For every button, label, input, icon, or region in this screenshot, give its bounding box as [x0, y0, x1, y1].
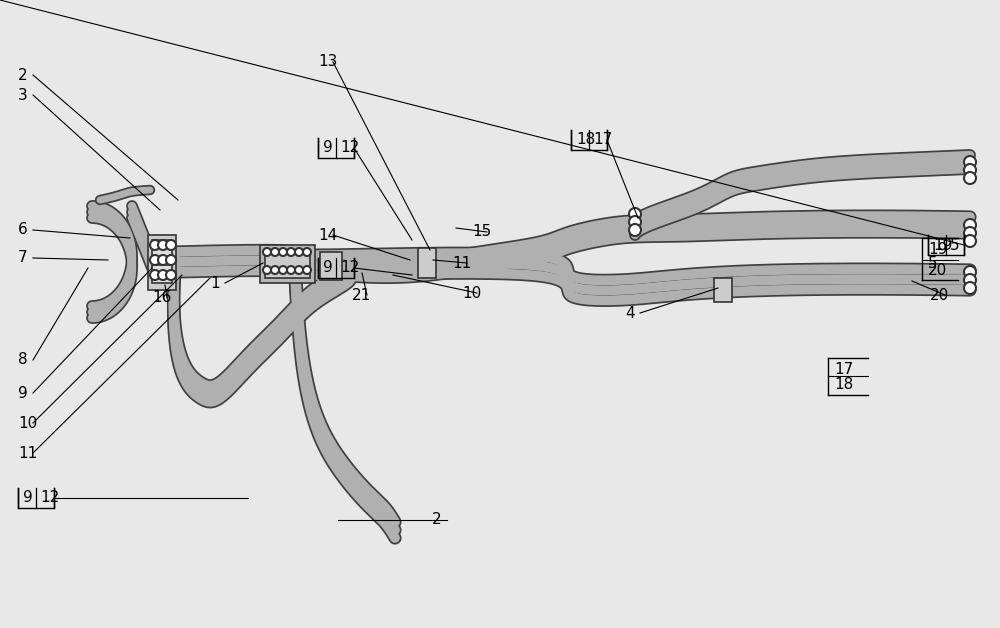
Circle shape: [964, 164, 976, 176]
Text: 7: 7: [18, 251, 28, 266]
Circle shape: [158, 240, 168, 250]
Text: 9: 9: [23, 490, 33, 506]
Circle shape: [964, 227, 976, 239]
Text: 10: 10: [462, 286, 481, 301]
Text: 16: 16: [152, 291, 171, 305]
Circle shape: [150, 240, 160, 250]
Circle shape: [295, 266, 303, 274]
Circle shape: [166, 270, 176, 280]
Text: 11: 11: [18, 445, 37, 460]
Bar: [265, 250, 310, 278]
Text: 12: 12: [340, 141, 359, 156]
Text: 2: 2: [18, 67, 28, 82]
Text: 10: 10: [18, 416, 37, 431]
Text: 13: 13: [318, 55, 337, 70]
Text: 9: 9: [323, 141, 333, 156]
Circle shape: [964, 266, 976, 278]
Circle shape: [964, 274, 976, 286]
Text: 6: 6: [18, 222, 28, 237]
Circle shape: [964, 235, 976, 247]
Bar: [152, 265, 172, 283]
Circle shape: [964, 282, 976, 294]
Text: 9: 9: [18, 386, 28, 401]
Text: 18: 18: [834, 377, 853, 392]
Circle shape: [629, 216, 641, 228]
Circle shape: [629, 224, 641, 236]
Circle shape: [263, 266, 271, 274]
Bar: [714, 278, 732, 302]
Text: 14: 14: [318, 227, 337, 242]
Circle shape: [303, 248, 311, 256]
Circle shape: [271, 248, 279, 256]
Circle shape: [964, 172, 976, 184]
Text: 17: 17: [834, 362, 853, 377]
Text: 17: 17: [593, 133, 612, 148]
Circle shape: [629, 208, 641, 220]
Circle shape: [166, 240, 176, 250]
Text: 3: 3: [18, 87, 28, 102]
Circle shape: [964, 156, 976, 168]
Bar: [148, 235, 176, 290]
Text: 12: 12: [340, 261, 359, 276]
Bar: [152, 240, 172, 258]
Circle shape: [295, 248, 303, 256]
Bar: [260, 245, 315, 283]
Text: 19: 19: [928, 242, 947, 257]
Circle shape: [271, 266, 279, 274]
Text: 5: 5: [928, 256, 938, 271]
Text: 5: 5: [950, 237, 960, 252]
Circle shape: [287, 266, 295, 274]
Text: 1: 1: [210, 276, 220, 291]
Circle shape: [263, 248, 271, 256]
Text: 12: 12: [40, 490, 59, 506]
Circle shape: [166, 255, 176, 265]
Text: 21: 21: [352, 288, 371, 303]
Bar: [418, 248, 436, 278]
Text: 20: 20: [928, 263, 947, 278]
Circle shape: [158, 270, 168, 280]
Text: 4: 4: [625, 305, 635, 320]
Text: 15: 15: [472, 224, 491, 239]
Text: 2: 2: [432, 512, 442, 528]
Circle shape: [150, 255, 160, 265]
Text: 20: 20: [930, 288, 949, 303]
Circle shape: [279, 266, 287, 274]
Bar: [320, 252, 342, 280]
Circle shape: [279, 248, 287, 256]
Circle shape: [287, 248, 295, 256]
Text: 18: 18: [576, 133, 595, 148]
Text: 11: 11: [452, 256, 471, 271]
Circle shape: [150, 270, 160, 280]
Circle shape: [158, 255, 168, 265]
Text: 19: 19: [933, 237, 952, 252]
Text: 8: 8: [18, 352, 28, 367]
Circle shape: [303, 266, 311, 274]
Text: 9: 9: [323, 261, 333, 276]
Circle shape: [964, 219, 976, 231]
